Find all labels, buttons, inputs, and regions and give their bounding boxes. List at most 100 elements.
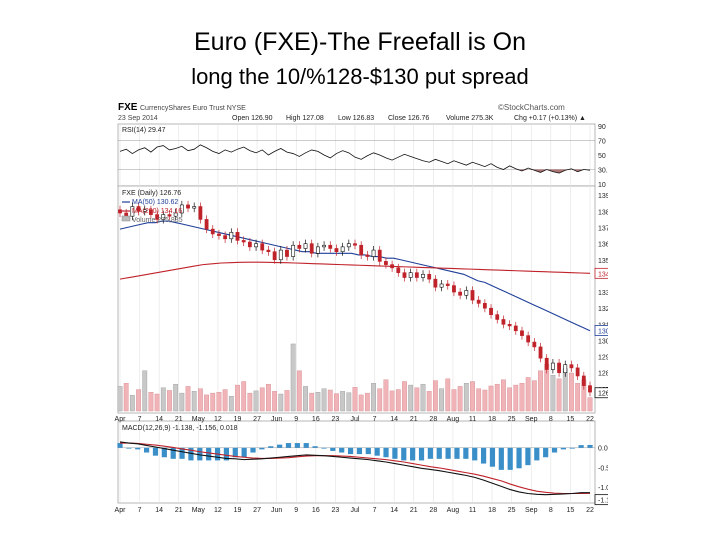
macd-histogram-bar: [339, 447, 345, 453]
candle-body: [569, 364, 574, 369]
x-tick-label: 8: [549, 416, 553, 423]
volume-bar: [531, 380, 537, 412]
x-tick-label: 21: [175, 416, 183, 423]
candle-body: [334, 248, 339, 253]
volume-bar: [216, 392, 222, 412]
macd-histogram-bar: [543, 447, 549, 458]
candle-body: [322, 244, 326, 248]
rsi-panel: [117, 123, 596, 187]
volume-bar: [334, 393, 339, 412]
x-tick-label: 27: [253, 507, 261, 514]
volume-bar: [284, 390, 290, 412]
volume-bar: [278, 393, 284, 412]
slide-subtitle: long the 10/%128-$130 put spread: [191, 64, 529, 89]
volume-bar: [309, 392, 315, 412]
volume-bar: [364, 392, 370, 412]
macd-histogram-bar: [241, 447, 247, 458]
candle-body: [452, 285, 456, 293]
macd-histogram-bar: [534, 447, 540, 461]
candle-body: [557, 362, 561, 374]
x-tick-label: 27: [253, 416, 261, 423]
volume-bar: [575, 383, 581, 412]
macd-histogram-bar: [498, 447, 504, 470]
macd-histogram-bar: [356, 447, 363, 455]
macd-histogram-bar: [321, 447, 327, 449]
volume-bar: [179, 392, 185, 412]
macd-histogram-bar: [312, 446, 318, 448]
price-tick-label: 129: [598, 355, 608, 362]
candle-body: [173, 212, 178, 217]
x-tick-label: 7: [138, 416, 142, 423]
x-tick-label: 14: [155, 416, 163, 423]
candle-body: [421, 273, 425, 278]
candle-body: [520, 330, 524, 336]
macd-histogram-bar: [303, 443, 309, 448]
candle-body: [124, 212, 129, 217]
chart-source: ©StockCharts.com: [498, 103, 565, 112]
volume-bar: [123, 383, 129, 412]
quote-volume: Volume 275.3K: [446, 115, 494, 122]
volume-bar: [303, 386, 308, 412]
volume-bar: [451, 389, 457, 412]
macd-tick-label: 0.010: [598, 445, 608, 452]
candle-body: [198, 206, 203, 220]
candle-body: [408, 272, 413, 278]
macd-histogram-bar: [250, 447, 256, 453]
candle-body: [346, 243, 351, 248]
volume-bar: [470, 381, 475, 412]
price-tick-label: 133: [598, 290, 608, 297]
candle-body: [439, 283, 444, 288]
macd-histogram-bar: [489, 447, 496, 467]
volume-bar: [272, 391, 278, 412]
x-tick-label: 16: [312, 507, 320, 514]
macd-histogram-bar: [126, 447, 132, 449]
macd-marker-box: [594, 494, 608, 506]
price-tick-label: 138: [598, 209, 608, 216]
volume-bar: [136, 389, 141, 412]
candle-body: [155, 214, 160, 220]
price-marker-box: [594, 325, 608, 336]
x-tick-label: 18: [488, 507, 496, 514]
volume-label: Volume 275,835: [132, 217, 183, 224]
x-tick-label: 7: [373, 507, 377, 514]
volume-bar: [457, 386, 463, 412]
candle-body: [229, 232, 234, 240]
candle-body: [340, 246, 345, 253]
volume-bar: [315, 392, 321, 412]
x-tick-label: 25: [508, 416, 516, 423]
price-marker-box: [594, 267, 608, 279]
macd-signal-line: [120, 442, 591, 495]
macd-histogram-bar: [401, 447, 407, 461]
candle-body: [223, 235, 228, 240]
x-tick-label: 14: [390, 416, 398, 423]
candle-body: [550, 362, 555, 370]
price-tick-label: 136: [598, 242, 608, 249]
rsi-oversold-fill: [120, 169, 590, 174]
macd-histogram-bar: [525, 447, 531, 466]
x-tick-label: 14: [155, 507, 163, 514]
candle-body: [297, 244, 302, 249]
volume-bar: [408, 384, 414, 412]
volume-bar: [247, 392, 253, 412]
candle-body: [186, 204, 190, 209]
macd-histogram-bar: [232, 447, 238, 458]
candle-body: [136, 206, 141, 212]
candle-body: [142, 209, 147, 212]
candle-body: [359, 244, 364, 256]
macd-histogram-bar: [427, 447, 433, 459]
candle-body: [285, 249, 289, 257]
x-tick-label: 21: [410, 416, 418, 423]
x-tick-label: 18: [488, 416, 496, 423]
macd-histogram-bar: [170, 447, 176, 459]
candle-body: [192, 206, 197, 209]
candle-body: [179, 204, 184, 214]
volume-bar: [501, 379, 506, 412]
x-tick-label: 12: [214, 507, 222, 514]
macd-histogram-bar: [454, 447, 460, 459]
volume-bar: [507, 387, 513, 412]
macd-histogram-bar: [223, 447, 230, 461]
macd-histogram-bar: [285, 443, 292, 448]
quote-high: High 127.08: [286, 115, 324, 122]
macd-histogram-bar: [436, 447, 442, 459]
candle-body: [309, 243, 314, 254]
